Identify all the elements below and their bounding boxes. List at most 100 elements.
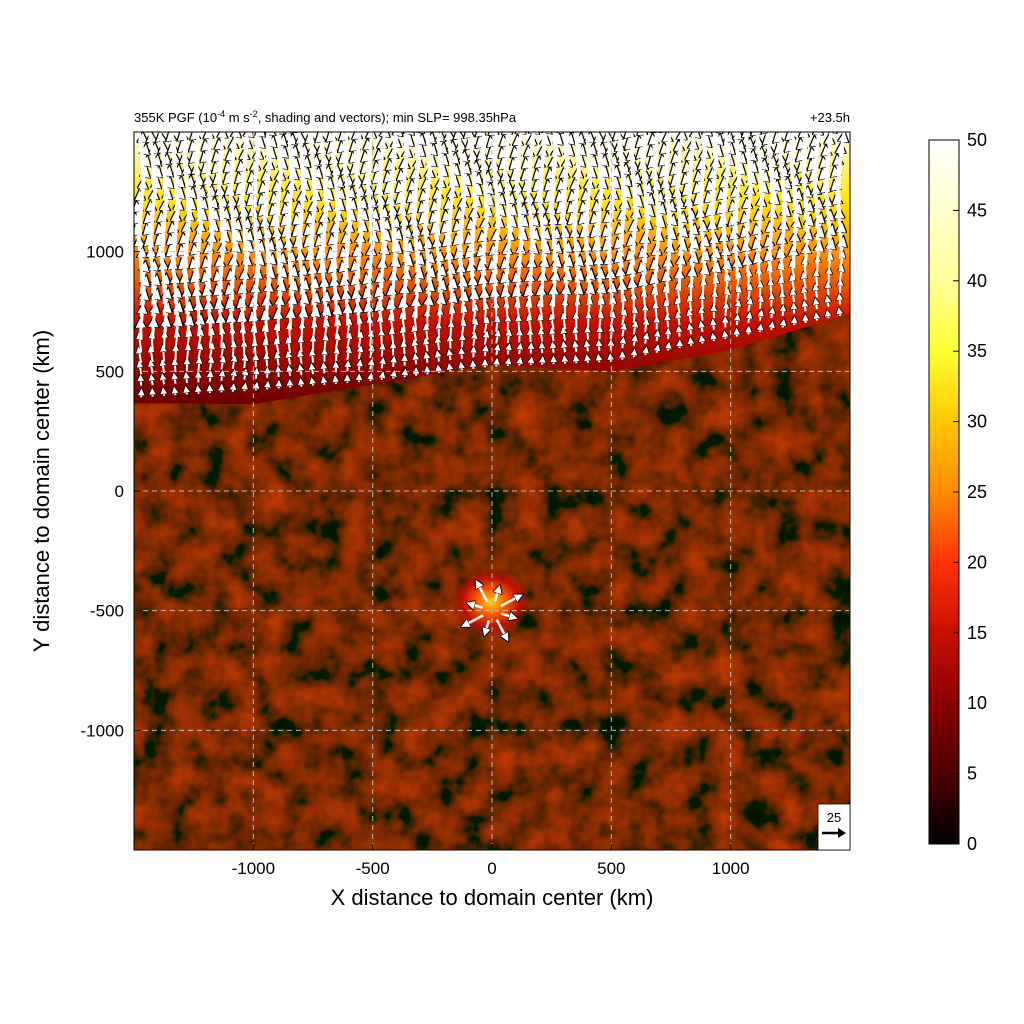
pgf-vector <box>174 387 175 396</box>
pgf-vector <box>516 301 519 320</box>
pgf-vector <box>622 337 623 349</box>
pgf-vector <box>244 219 247 254</box>
pgf-vector <box>471 220 474 255</box>
pgf-vector <box>151 375 153 386</box>
pgf-vector <box>823 158 828 193</box>
storm-vector <box>476 581 489 603</box>
pgf-vector <box>737 300 739 314</box>
pgf-vector <box>777 132 785 156</box>
pgf-vector <box>689 310 691 323</box>
pgf-vector <box>737 286 740 303</box>
pgf-vector <box>605 132 613 156</box>
pgf-vector <box>628 140 634 174</box>
pgf-vector <box>147 132 155 156</box>
pgf-vector <box>240 299 244 323</box>
pgf-vector <box>319 133 325 167</box>
pgf-vector <box>230 151 233 186</box>
pgf-vector <box>347 333 350 349</box>
pgf-vector <box>331 144 336 178</box>
pgf-vector <box>403 341 404 355</box>
pgf-vector <box>689 324 691 335</box>
pgf-vector <box>806 202 810 232</box>
pgf-vector <box>506 132 511 148</box>
pgf-vector <box>588 284 592 306</box>
forecast-hour-label: +23.5h <box>810 110 850 125</box>
pgf-vector <box>479 139 485 173</box>
pgf-vector <box>668 230 673 259</box>
pgf-vector <box>279 268 284 297</box>
pgf-vector <box>147 225 153 259</box>
pgf-vector <box>354 276 359 302</box>
pgf-vector <box>256 382 257 391</box>
pgf-vector <box>665 300 668 317</box>
colorbar-tick-label: 0 <box>967 834 977 854</box>
pgf-vector <box>393 371 394 379</box>
pgf-vector <box>233 356 235 369</box>
pgf-vector <box>450 279 453 303</box>
pgf-vector <box>376 162 382 197</box>
colorbar-tick-label: 5 <box>967 764 977 784</box>
pgf-vector <box>164 179 170 213</box>
pgf-vector <box>402 299 404 320</box>
pgf-vector <box>163 388 164 396</box>
pgf-vector <box>382 208 385 243</box>
pgf-vector <box>583 203 588 237</box>
pgf-vector <box>264 325 267 344</box>
pgf-vector <box>267 138 273 172</box>
pgf-vector <box>634 321 636 335</box>
pgf-vector <box>427 366 428 375</box>
pgf-vector <box>663 167 669 202</box>
pgf-vector <box>677 312 679 326</box>
pgf-vector <box>422 203 428 237</box>
pgf-vector <box>336 348 337 361</box>
pgf-vector <box>267 241 271 275</box>
pgf-vector <box>279 148 285 182</box>
pgf-vector <box>233 220 238 255</box>
pgf-vector <box>480 261 485 288</box>
pgf-vector <box>587 355 588 363</box>
pgf-vector <box>267 269 272 298</box>
pgf-vector <box>531 230 537 262</box>
pgf-vector <box>780 277 782 294</box>
pgf-vector <box>187 344 189 361</box>
pgf-vector <box>643 132 647 149</box>
pgf-vector <box>365 152 370 187</box>
pgf-vector <box>651 147 657 181</box>
pgf-vector <box>277 352 279 366</box>
pgf-vector <box>782 291 783 305</box>
y-tick-label: 0 <box>115 482 124 501</box>
pgf-vector <box>140 375 141 386</box>
pgf-vector <box>803 273 805 289</box>
pgf-vector <box>737 314 738 326</box>
pgf-vector <box>313 168 319 203</box>
pgf-vector <box>416 255 421 285</box>
pgf-vector <box>677 284 679 303</box>
x-tick-label: 0 <box>487 859 496 878</box>
pgf-vector <box>276 324 279 343</box>
pgf-vector <box>137 132 143 145</box>
pgf-vector <box>343 248 347 280</box>
pgf-vector <box>241 162 245 196</box>
pgf-vector <box>760 310 762 321</box>
pgf-vector <box>496 344 498 356</box>
pgf-vector <box>250 184 256 219</box>
y-tick-label: -500 <box>90 602 124 621</box>
colorbar-tick-label: 35 <box>967 341 987 361</box>
pgf-vector <box>416 147 421 181</box>
pgf-vector <box>141 145 146 180</box>
pgf-vector <box>366 289 370 313</box>
pgf-vector <box>393 244 398 276</box>
pgf-vector <box>680 242 684 268</box>
storm-vector <box>495 586 500 602</box>
pgf-vector <box>468 132 475 151</box>
pgf-vector <box>312 349 313 363</box>
pgf-vector <box>176 303 180 327</box>
pgf-vector <box>296 215 301 249</box>
pgf-vector <box>540 286 542 308</box>
pgf-vector <box>359 199 364 233</box>
pgf-vector <box>423 191 427 226</box>
x-axis-label: X distance to domain center (km) <box>331 885 654 910</box>
pgf-vector <box>508 344 510 355</box>
pgf-vector <box>416 269 420 296</box>
pgf-vector <box>300 379 301 387</box>
